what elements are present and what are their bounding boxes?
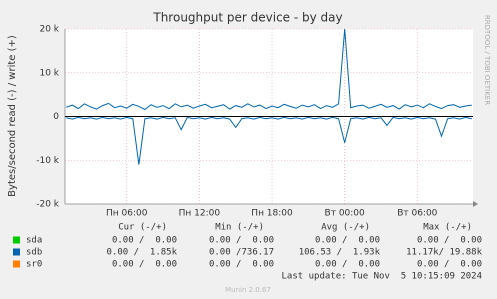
- x-tick-label: Пн 06:00: [106, 209, 148, 219]
- legend-entry: sda: [26, 236, 42, 246]
- x-tick-label: Пн 18:00: [251, 209, 293, 219]
- x-tick-label: Вт 00:00: [325, 209, 365, 219]
- legend-value: 0.00 /736.17: [209, 248, 274, 258]
- legend-header: Cur (-/+): [118, 223, 167, 233]
- y-tick-label: -10 k: [36, 156, 60, 166]
- legend-value: 0.00 / 0.00: [315, 260, 380, 270]
- legend-value: 0.00 / 0.00: [315, 236, 380, 246]
- series-line-read: [66, 116, 472, 165]
- legend-value: 0.00 / 0.00: [417, 236, 482, 246]
- legend-value: 0.00 / 1.85k: [107, 248, 178, 258]
- axis-arrow: [473, 201, 478, 207]
- legend-entry: sr0: [26, 260, 42, 270]
- side-label: RRDTOOL / TOBI OETIKER: [483, 15, 491, 105]
- legend-header: Avg (-/+): [321, 223, 370, 233]
- y-tick-label: 10 k: [39, 68, 59, 78]
- y-tick-label: 0: [53, 112, 59, 122]
- footer: Munin 2.0.67: [225, 286, 271, 294]
- legend-value: 11.17k/ 19.88k: [406, 248, 482, 258]
- x-tick-label: Вт 06:00: [397, 209, 437, 219]
- legend-value: 106.53 / 1.93k: [299, 248, 381, 258]
- legend-header: Min (-/+): [215, 223, 264, 233]
- legend-swatch: [13, 248, 20, 256]
- legend-header: Max (-/+): [423, 223, 472, 233]
- last-update: Last update: Tue Nov 5 10:15:09 2024: [282, 272, 482, 282]
- legend-entry: sdb: [26, 248, 42, 258]
- y-axis-label: Bytes/second read (-) / write (+): [7, 35, 18, 197]
- x-tick-label: Пн 12:00: [179, 209, 221, 219]
- legend-swatch: [13, 260, 20, 268]
- legend-value: 0.00 / 0.00: [209, 260, 274, 270]
- legend-value: 0.00 / 0.00: [417, 260, 482, 270]
- chart-title: Throughput per device - by day: [152, 11, 342, 25]
- series-line: [66, 28, 472, 111]
- legend-value: 0.00 / 0.00: [112, 236, 177, 246]
- y-tick-label: 20 k: [39, 25, 59, 35]
- legend-swatch: [13, 236, 20, 244]
- legend-value: 0.00 / 0.00: [112, 260, 177, 270]
- y-tick-label: -20 k: [36, 200, 60, 210]
- legend-value: 0.00 / 0.00: [209, 236, 274, 246]
